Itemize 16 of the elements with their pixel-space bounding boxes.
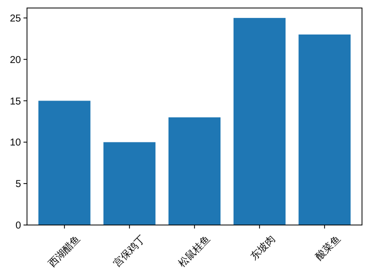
bar (103, 142, 156, 225)
y-tick-label: 20 (10, 54, 22, 66)
y-tick-label: 0 (15, 220, 22, 232)
x-tick-label: 东坡肉 (248, 232, 278, 263)
y-tick-label: 10 (10, 138, 22, 149)
bar (298, 34, 351, 225)
x-tick-label: 西湖醋鱼 (46, 232, 83, 270)
x-tick-label: 宫保鸡丁 (111, 232, 148, 270)
bar (168, 117, 221, 225)
y-tick-label: 25 (10, 13, 22, 24)
bar (38, 100, 90, 225)
x-tick-label: 松鼠桂鱼 (176, 232, 213, 270)
y-tick-label: 15 (10, 96, 22, 108)
y-tick-label: 5 (15, 179, 22, 190)
x-tick-label: 酸菜鱼 (313, 232, 343, 263)
bar (234, 18, 286, 225)
